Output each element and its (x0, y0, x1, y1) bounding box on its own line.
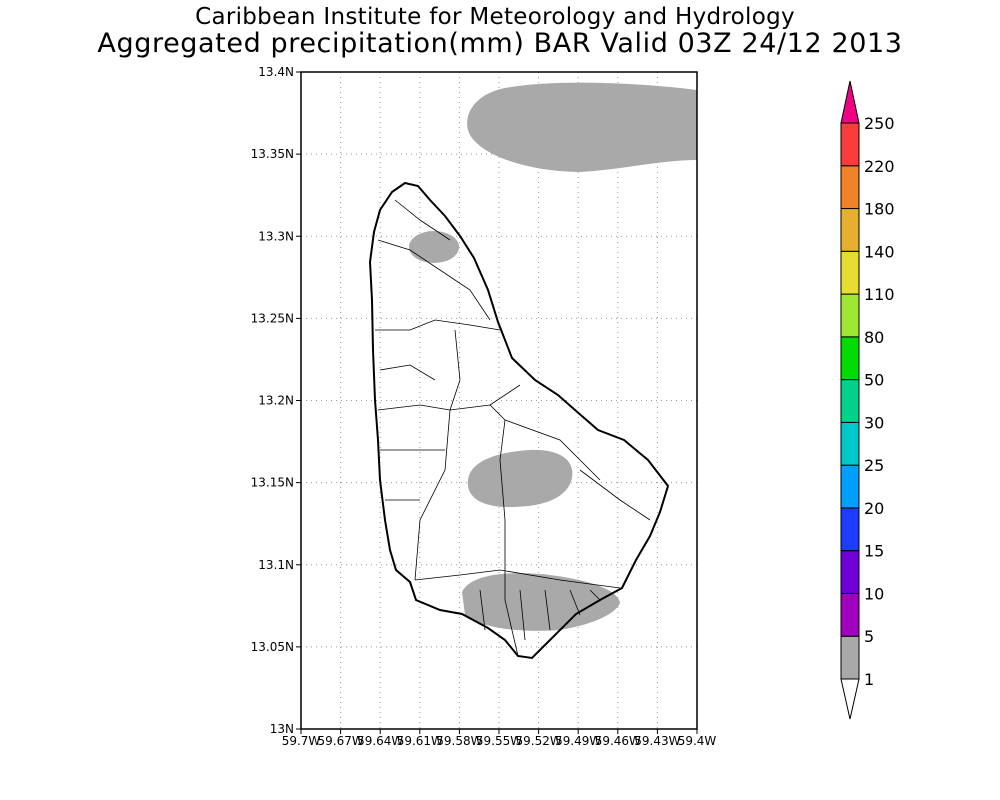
colorbar-segment (840, 421, 860, 466)
precip-area-south (462, 573, 620, 631)
x-tick-label: 59.7W (282, 734, 321, 748)
x-tick-label: 59.52W (515, 734, 561, 748)
colorbar-segment (840, 293, 860, 338)
colorbar-label: 80 (864, 328, 884, 347)
colorbar-label: 25 (864, 456, 884, 475)
colorbar-label: 180 (864, 200, 895, 219)
title-product: Aggregated precipitation(mm) BAR Valid 0… (97, 28, 903, 59)
title-institute: Caribbean Institute for Meteorology and … (195, 4, 795, 30)
colorbar-label: 140 (864, 242, 895, 261)
colorbar-segment (840, 464, 860, 509)
y-tick-label: 13.1N (258, 558, 294, 572)
y-tick-label: 13.05N (251, 640, 294, 654)
colorbar-segment (840, 165, 860, 210)
colorbar-segment (840, 635, 860, 680)
x-tick-label: 59.43W (634, 734, 680, 748)
colorbar-segment (840, 379, 860, 423)
y-tick-label: 13.35N (251, 147, 294, 161)
colorbar-segment (840, 208, 860, 252)
precip-area-north (409, 231, 459, 263)
x-tick-label: 59.46W (595, 734, 641, 748)
colorbar-under-arrow (840, 678, 860, 720)
colorbar-label: 110 (864, 285, 895, 304)
x-axis-ticks: 59.7W59.67W59.64W59.61W59.58W59.55W59.52… (282, 729, 717, 748)
colorbar-segment (840, 250, 860, 295)
colorbar-segment (840, 550, 860, 594)
y-axis-ticks: 13N 13.05N 13.1N 13.15N 13.2N 13.25N 13.3N 13.3… (251, 65, 301, 736)
plot-frame (300, 71, 698, 730)
colorbar-label: 10 (864, 584, 884, 603)
x-tick-label: 59.58W (436, 734, 482, 748)
colorbar-segment (840, 507, 860, 552)
x-tick-label: 59.4W (678, 734, 717, 748)
y-tick-label: 13.25N (251, 311, 294, 325)
grid-lines (301, 72, 697, 729)
colorbar-segment (840, 592, 860, 637)
colorbar-segment (840, 336, 860, 381)
x-tick-label: 59.61W (397, 734, 443, 748)
colorbar-over-arrow (840, 80, 860, 124)
precip-areas (409, 82, 697, 631)
parish-and-river-lines (375, 199, 651, 657)
x-tick-label: 59.55W (476, 734, 522, 748)
x-tick-label: 59.49W (555, 734, 601, 748)
colorbar-label: 250 (864, 114, 895, 133)
precip-area-central (467, 449, 573, 508)
barbados-coastline (368, 181, 670, 660)
colorbar-segment (840, 122, 860, 167)
y-tick-label: 13N (270, 722, 294, 736)
colorbar-label: 50 (864, 371, 884, 390)
x-tick-label: 59.67W (317, 734, 363, 748)
colorbar-label: 5 (864, 627, 874, 646)
x-tick-label: 59.64W (357, 734, 403, 748)
precip-area-north-sea (467, 82, 697, 172)
colorbar-label: 20 (864, 499, 884, 518)
colorbar-label: 15 (864, 542, 884, 561)
colorbar-label: 1 (864, 670, 874, 689)
y-tick-label: 13.15N (251, 476, 294, 490)
y-tick-label: 13.2N (258, 394, 294, 408)
colorbar-label: 220 (864, 157, 895, 176)
y-tick-label: 13.4N (258, 65, 294, 79)
colorbar-label: 30 (864, 413, 884, 432)
y-tick-label: 13.3N (258, 229, 294, 243)
